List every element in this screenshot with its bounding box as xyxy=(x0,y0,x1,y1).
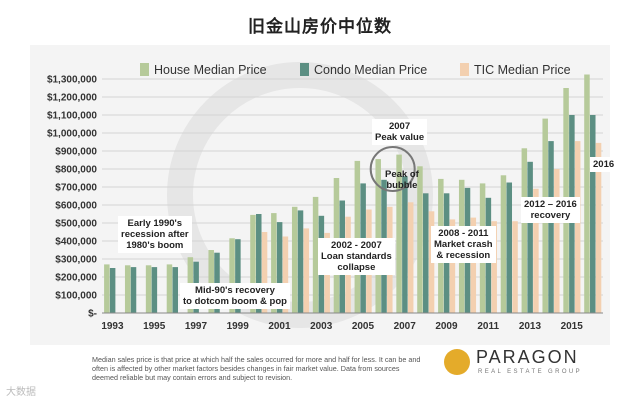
paragon-logo-icon xyxy=(444,349,470,375)
legend-swatch xyxy=(300,63,309,76)
annotation-2008-2011: 2008 - 2011 Market crash & recession xyxy=(431,226,496,263)
bar-house-median-price-2001 xyxy=(271,213,277,313)
annotation-early-1990s: Early 1990's recession after 1980's boom xyxy=(118,216,192,253)
logo-name: PARAGON xyxy=(476,347,579,367)
bar-tic-median-price-2009 xyxy=(449,219,456,313)
bar-house-median-price-1993 xyxy=(104,264,110,313)
bar-house-median-price-2000 xyxy=(250,214,256,313)
bar-tic-median-price-2000 xyxy=(261,232,268,313)
bar-tic-median-price-2012 xyxy=(512,221,518,313)
y-tick-label: $300,000 xyxy=(55,255,97,266)
bar-condo-median-price-1998 xyxy=(214,252,220,313)
bar-condo-median-price-2008 xyxy=(423,193,429,313)
bar-tic-median-price-2007 xyxy=(407,202,414,313)
bar-house-median-price-2016 xyxy=(584,74,590,313)
legend-label: TIC Median Price xyxy=(474,63,571,77)
y-tick-label: $1,100,000 xyxy=(47,111,97,122)
x-tick-label: 1999 xyxy=(227,321,250,332)
bar-house-median-price-2012 xyxy=(500,175,507,313)
bar-house-median-price-1998 xyxy=(208,250,214,313)
bar-tic-median-price-2001 xyxy=(282,236,289,313)
annotation-mid-90s: Mid-90's recovery to dotcom boom & pop xyxy=(180,283,290,309)
y-tick-label: $200,000 xyxy=(55,273,97,284)
bar-house-median-price-2005 xyxy=(354,160,361,313)
bar-tic-median-price-2013 xyxy=(533,188,539,313)
bar-tic-median-price-2002 xyxy=(303,228,310,313)
chart-area: $- $100,000 $200,000 $300,000 $400,000 $500,0… xyxy=(30,45,610,345)
bar-house-median-price-1994 xyxy=(124,265,131,313)
bar-house-median-price-2013 xyxy=(521,148,528,313)
bar-condo-median-price-1994 xyxy=(130,267,137,313)
bar-condo-median-price-2001 xyxy=(276,222,283,313)
bar-condo-median-price-1999 xyxy=(235,239,241,313)
y-tick-label: $600,000 xyxy=(55,201,97,212)
x-tick-label: 1997 xyxy=(185,321,208,332)
bar-house-median-price-1996 xyxy=(166,264,173,313)
y-tick-label: $900,000 xyxy=(55,147,97,158)
bar-condo-median-price-1996 xyxy=(172,267,179,313)
annotation-2016: 2016 xyxy=(590,157,618,172)
x-tick-label: 2015 xyxy=(561,321,584,332)
y-tick-label: $800,000 xyxy=(55,165,97,176)
bar-tic-median-price-2011 xyxy=(491,221,497,313)
x-tick-label: 2003 xyxy=(310,321,333,332)
legend-label: House Median Price xyxy=(154,63,267,77)
annotation-2007-peak-value: 2007 Peak value xyxy=(372,119,428,145)
bar-condo-median-price-2007 xyxy=(402,176,408,313)
x-tick-label: 2009 xyxy=(435,321,458,332)
annotation-2002-2007: 2002 - 2007 Loan standards collapse xyxy=(318,238,395,275)
bar-house-median-price-1999 xyxy=(229,238,235,313)
x-tick-label: 1995 xyxy=(143,321,166,332)
y-tick-label: $- xyxy=(88,309,97,320)
bar-condo-median-price-2012 xyxy=(506,182,513,313)
bar-house-median-price-1995 xyxy=(145,265,152,313)
bar-house-median-price-2006 xyxy=(375,159,381,313)
bar-house-median-price-2008 xyxy=(417,166,423,313)
bar-condo-median-price-2016 xyxy=(590,115,596,313)
bar-tic-median-price-2014 xyxy=(554,169,560,313)
x-tick-label: 2005 xyxy=(352,321,375,332)
bar-condo-median-price-2014 xyxy=(548,141,554,313)
x-tick-label: 2011 xyxy=(477,321,499,332)
x-tick-label: 2001 xyxy=(268,321,291,332)
legend-swatch xyxy=(140,63,149,76)
y-tick-label: $500,000 xyxy=(55,219,97,230)
bar-house-median-price-2007 xyxy=(396,154,402,313)
y-tick-label: $100,000 xyxy=(55,291,97,302)
bar-chart: $- $100,000 $200,000 $300,000 $400,000 $500,0… xyxy=(47,62,603,332)
peak-highlight-circle xyxy=(369,146,416,192)
y-tick-label: $1,000,000 xyxy=(47,129,97,140)
bar-tic-median-price-2015 xyxy=(574,141,581,313)
y-tick-label: $1,300,000 xyxy=(47,75,97,86)
y-tick-label: $1,200,000 xyxy=(47,93,97,104)
bar-house-median-price-2003 xyxy=(312,196,319,313)
bar-condo-median-price-2013 xyxy=(527,161,533,313)
bar-condo-median-price-2002 xyxy=(297,210,304,313)
bar-condo-median-price-1993 xyxy=(109,268,116,313)
legend-swatch xyxy=(460,63,469,76)
legend-label: Condo Median Price xyxy=(314,63,427,77)
footer-note: Median sales price is that price at whic… xyxy=(92,355,421,382)
x-tick-label: 1993 xyxy=(101,321,124,332)
bar-condo-median-price-2000 xyxy=(256,214,262,313)
y-tick-label: $400,000 xyxy=(55,237,97,248)
annotation-2012-2016: 2012 – 2016 recovery xyxy=(521,197,580,223)
watermark: 大数据 xyxy=(6,387,36,398)
x-tick-label: 2007 xyxy=(394,321,417,332)
bar-tic-median-price-2010 xyxy=(470,217,477,313)
bar-condo-median-price-1995 xyxy=(151,267,158,313)
paragon-logo: PARAGON REAL ESTATE GROUP xyxy=(440,345,610,385)
page-title: 旧金山房价中位数 xyxy=(248,17,392,37)
annotation-peak-of-bubble: Peak of bubble xyxy=(385,169,419,191)
y-tick-label: $700,000 xyxy=(55,183,97,194)
bar-house-median-price-2002 xyxy=(291,206,298,313)
logo-subtitle: REAL ESTATE GROUP xyxy=(478,369,583,375)
bar-tic-median-price-2016 xyxy=(595,142,602,313)
x-tick-label: 2013 xyxy=(519,321,542,332)
